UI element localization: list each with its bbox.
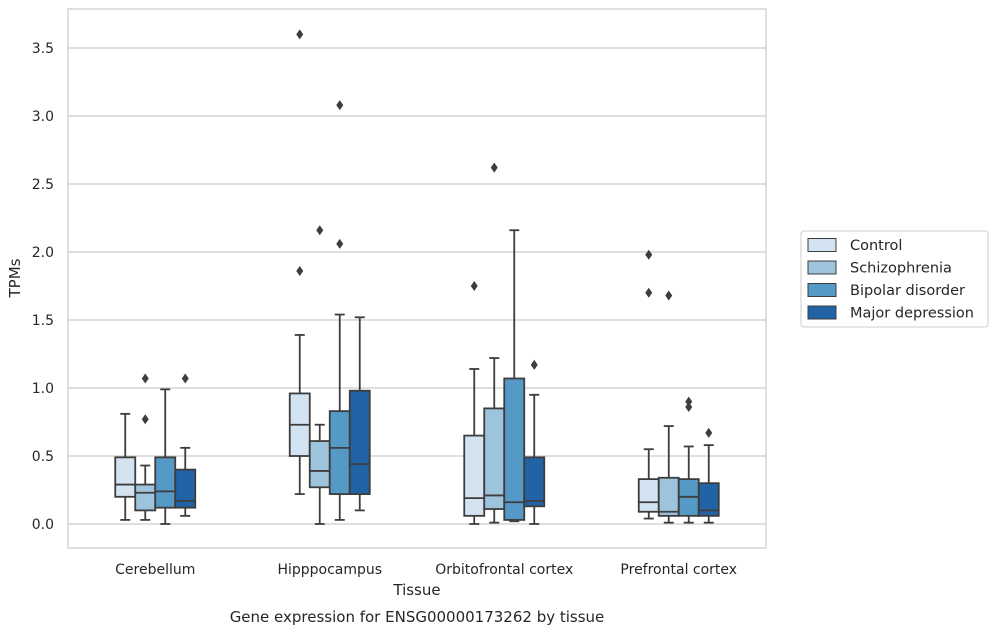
outlier-point [336,100,344,111]
box-plot-item [308,225,331,525]
legend-label: Bipolar disorder [850,283,965,299]
box-iqr [308,440,331,489]
box-iqr [134,483,157,512]
box-plot-item [657,290,680,524]
box-plot-item [483,162,506,524]
box-plot-item [134,373,157,521]
outlier-point [530,359,538,370]
outlier-point [685,396,693,407]
y-tick-labels: 0.0 0.5 1.0 1.5 2.0 2.5 3.0 3.5 [32,41,54,533]
legend-frame [800,230,989,328]
x-tick-labels: Cerebellum Hipppocampus Orbitofrontal cort… [115,562,737,578]
y-tick-label: 1.0 [32,381,54,397]
chart-caption: Gene expression for ENSG00000173262 by t… [230,608,605,626]
x-tick-label: Prefrontal cortex [620,562,737,578]
legend-swatch [807,305,837,320]
box-plot-item [637,249,660,520]
box-iqr [463,434,486,517]
box-iqr [328,410,351,495]
y-tick-label: 3.5 [32,41,54,57]
legend-swatch [807,260,837,275]
x-axis-label: Tissue [392,581,440,599]
outlier-point [705,427,713,438]
outlier-point [336,238,344,249]
box-plot-item [697,427,720,524]
legend-swatch [807,238,837,252]
box-iqr [637,478,660,513]
legend-label: Major depression [850,306,974,322]
outlier-point [490,162,498,173]
legend-items: Control Schizophrenia Bipolar disorder Majo… [807,238,974,322]
outlier-point [645,249,653,260]
box-plot-item [288,29,311,495]
box-iqr [523,456,546,508]
box-plot-item [174,373,197,517]
box-plot-item [328,100,351,521]
box-plot-item [463,281,486,525]
outlier-point [296,29,304,40]
outlier-point [645,287,653,298]
y-tick-label: 3.0 [32,109,54,125]
boxes [114,29,720,525]
box-iqr [697,482,720,517]
outlier-point [316,225,324,236]
box-plot-item [523,359,546,525]
box-iqr [483,407,506,510]
box-plot-item [114,412,137,521]
y-tick-label: 2.0 [32,245,54,261]
y-axis-label: TPMs [6,258,24,298]
legend-label: Control [850,238,902,254]
box-plot-item [154,388,177,525]
box-plot-item [503,229,526,523]
box-iqr [503,377,526,521]
y-tick-label: 0.0 [32,517,54,533]
box-plot-item [348,316,371,512]
legend: Control Schizophrenia Bipolar disorder Majo… [800,230,989,328]
box-iqr [114,456,137,498]
legend-label: Schizophrenia [850,261,952,277]
outlier-point [665,290,673,301]
grid-lines [68,47,766,525]
y-tick-label: 2.5 [32,177,54,193]
outlier-point [181,373,189,384]
outlier-point [141,414,149,425]
box-plot-item [677,396,700,524]
plot-area-frame [67,8,767,549]
x-tick-label: Hipppocampus [277,562,382,578]
outlier-point [470,281,478,291]
box-iqr [174,468,197,509]
outlier-point [141,373,149,384]
x-tick-label: Cerebellum [115,562,195,578]
box-iqr [154,456,177,509]
box-iqr [348,389,371,495]
y-tick-label: 1.5 [32,313,54,329]
y-tick-label: 0.5 [32,449,54,465]
x-tick-label: Orbitofrontal cortex [435,562,573,578]
box-iqr [657,476,680,517]
legend-swatch [807,283,837,297]
outlier-point [685,402,693,413]
outlier-point [296,266,304,277]
